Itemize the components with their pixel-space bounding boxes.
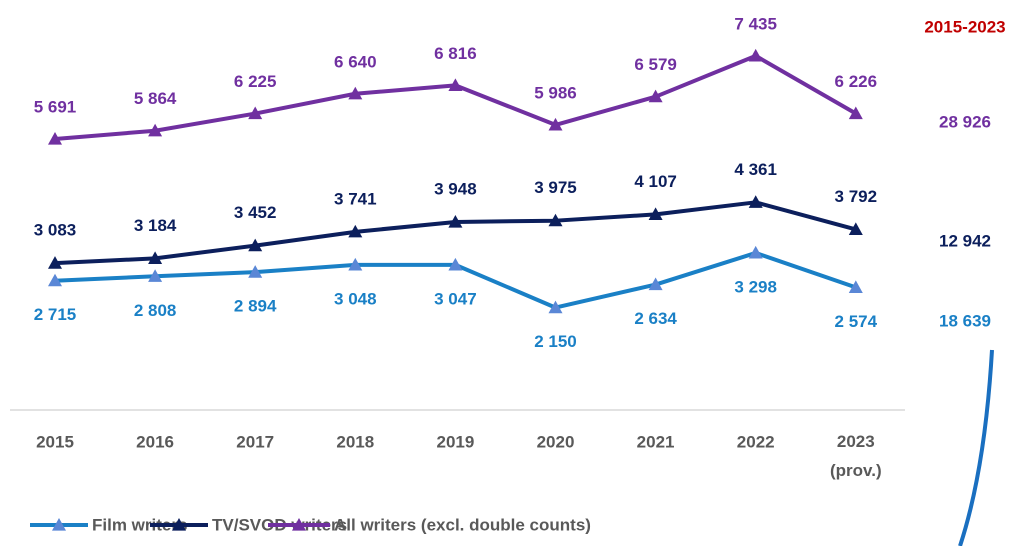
marker — [348, 224, 363, 238]
data-label: 2 715 — [34, 305, 77, 324]
total-label: 18 639 — [939, 311, 991, 330]
data-label: 3 792 — [835, 187, 878, 206]
data-label: 2 574 — [835, 312, 878, 331]
marker — [148, 123, 163, 137]
x-tick-label-line: (prov.) — [830, 461, 882, 480]
marker — [648, 277, 663, 291]
marker — [848, 222, 863, 236]
marker — [248, 265, 263, 278]
data-label: 3 948 — [434, 179, 477, 198]
legend-marker — [52, 518, 66, 531]
marker — [48, 273, 62, 287]
marker — [148, 251, 163, 264]
marker — [48, 131, 62, 145]
marker — [248, 106, 263, 120]
data-label: 2 150 — [534, 332, 577, 351]
total-label: 12 942 — [939, 231, 991, 250]
x-tick-label-line: 2023 — [837, 432, 875, 451]
marker — [548, 213, 563, 227]
decorative-curve — [958, 349, 994, 546]
marker — [348, 86, 363, 100]
data-label: 4 107 — [634, 172, 677, 191]
legend-marker — [292, 518, 306, 531]
data-label: 4 361 — [734, 160, 777, 179]
data-label: 3 975 — [534, 178, 577, 197]
legend-label: All writers (excl. double counts) — [334, 515, 591, 534]
data-label: 3 184 — [134, 216, 177, 235]
marker — [648, 89, 663, 103]
data-label: 3 452 — [234, 203, 277, 222]
data-label: 3 048 — [334, 289, 377, 308]
x-tick-label: 2020 — [537, 432, 575, 451]
data-label: 2 634 — [634, 309, 677, 328]
total-label: 28 926 — [939, 112, 991, 131]
marker — [848, 280, 863, 294]
marker — [748, 48, 763, 62]
marker — [348, 257, 363, 271]
data-label: 7 435 — [734, 14, 777, 33]
marker — [548, 300, 563, 314]
legend-label: Film writers — [92, 515, 187, 534]
data-label: 3 047 — [434, 289, 477, 308]
data-label: 6 579 — [634, 55, 677, 74]
marker — [748, 195, 763, 208]
data-label: 5 986 — [534, 83, 577, 102]
x-tick-label: 2022 — [737, 432, 775, 451]
marker — [48, 256, 62, 269]
data-label: 2 894 — [234, 297, 277, 316]
totals-title: 2015-2023 — [924, 17, 1005, 36]
data-label: 6 225 — [234, 72, 277, 91]
marker — [448, 257, 463, 271]
x-tick-label: 2021 — [637, 432, 675, 451]
data-label: 3 083 — [34, 221, 77, 240]
marker — [748, 245, 763, 259]
data-label: 5 864 — [134, 89, 177, 108]
x-tick-label: 2016 — [136, 432, 174, 451]
x-tick-label: 2017 — [236, 432, 274, 451]
marker — [548, 117, 563, 131]
marker — [848, 106, 863, 120]
x-tick-label: 2019 — [436, 432, 474, 451]
marker — [448, 78, 463, 91]
data-label: 5 691 — [34, 97, 77, 116]
marker — [148, 269, 163, 282]
data-label: 3 298 — [734, 277, 777, 296]
x-tick-label: 2023 (prov.) — [830, 432, 882, 480]
data-label: 6 640 — [334, 52, 377, 71]
marker — [448, 214, 463, 228]
legend-marker — [172, 518, 186, 531]
data-label: 2 808 — [134, 301, 177, 320]
data-label: 3 741 — [334, 189, 377, 208]
x-tick-label: 2018 — [336, 432, 374, 451]
marker — [648, 207, 663, 221]
data-label: 6 816 — [434, 44, 477, 63]
x-tick-label: 2015 — [36, 432, 74, 451]
data-label: 6 226 — [835, 72, 878, 91]
marker — [248, 238, 263, 252]
